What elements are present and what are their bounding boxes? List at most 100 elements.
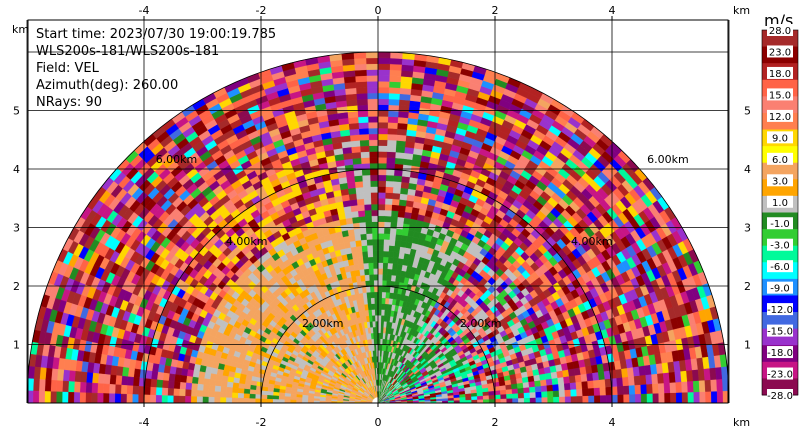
velocity-cell bbox=[722, 390, 728, 403]
velocity-cell bbox=[350, 140, 361, 148]
velocity-cell bbox=[361, 168, 371, 176]
velocity-cell bbox=[384, 192, 393, 199]
velocity-cell bbox=[382, 256, 389, 264]
velocity-cell bbox=[367, 110, 379, 117]
velocity-cell bbox=[711, 390, 718, 403]
velocity-cell bbox=[355, 186, 364, 194]
velocity-cell bbox=[345, 99, 358, 107]
velocity-cell bbox=[368, 127, 379, 135]
velocity-cell bbox=[383, 239, 390, 246]
velocity-cell bbox=[377, 291, 383, 298]
velocity-cell bbox=[390, 216, 398, 223]
velocity-cell bbox=[358, 128, 369, 135]
velocity-cell bbox=[393, 251, 400, 259]
velocity-cell bbox=[389, 227, 397, 235]
velocity-cell bbox=[371, 227, 379, 234]
velocity-cell bbox=[370, 303, 375, 310]
velocity-cell bbox=[710, 379, 718, 392]
velocity-cell bbox=[535, 391, 542, 398]
velocity-cell bbox=[377, 244, 384, 252]
velocity-cell bbox=[377, 151, 387, 158]
velocity-cell bbox=[377, 320, 382, 328]
velocity-cell bbox=[377, 127, 388, 135]
velocity-cell bbox=[483, 398, 490, 403]
velocity-cell bbox=[355, 245, 363, 253]
velocity-cell bbox=[389, 63, 402, 71]
velocity-cell bbox=[359, 145, 370, 153]
velocity-cell bbox=[545, 378, 553, 386]
velocity-cell bbox=[477, 395, 484, 400]
velocity-cell bbox=[354, 239, 362, 247]
velocity-cell bbox=[355, 87, 368, 94]
velocity-cell bbox=[349, 128, 360, 136]
velocity-cell bbox=[377, 63, 391, 70]
velocity-cell bbox=[377, 180, 386, 187]
velocity-cell bbox=[367, 104, 379, 111]
velocity-cell bbox=[396, 216, 405, 224]
velocity-cell bbox=[366, 239, 373, 246]
velocity-cell bbox=[355, 192, 364, 200]
velocity-cell bbox=[348, 193, 357, 201]
velocity-cell bbox=[397, 257, 404, 265]
velocity-cell bbox=[356, 204, 365, 212]
velocity-cell bbox=[377, 145, 388, 152]
velocity-cell bbox=[370, 186, 379, 193]
velocity-cell bbox=[349, 134, 360, 142]
velocity-cell bbox=[354, 75, 367, 83]
velocity-cell bbox=[377, 139, 388, 146]
velocity-cell bbox=[370, 192, 379, 199]
velocity-cell bbox=[634, 384, 642, 395]
velocity-cell bbox=[598, 378, 606, 388]
velocity-cell bbox=[551, 377, 559, 385]
velocity-cell bbox=[400, 234, 408, 242]
velocity-cell bbox=[374, 303, 379, 310]
velocity-cell bbox=[388, 98, 400, 106]
velocity-cell bbox=[377, 256, 384, 263]
velocity-cell bbox=[386, 268, 393, 276]
velocity-cell bbox=[377, 262, 384, 269]
velocity-cell bbox=[512, 397, 519, 403]
velocity-cell bbox=[359, 133, 370, 141]
velocity-cell bbox=[388, 81, 401, 89]
velocity-cell bbox=[593, 387, 601, 396]
velocity-cell bbox=[377, 274, 383, 281]
velocity-cell bbox=[664, 392, 671, 403]
velocity-cell bbox=[401, 228, 409, 237]
velocity-cell bbox=[385, 180, 394, 188]
velocity-cell bbox=[365, 63, 379, 70]
velocity-cell bbox=[366, 244, 373, 252]
velocity-cell bbox=[370, 198, 379, 205]
velocity-cell bbox=[396, 134, 407, 142]
velocity-cell bbox=[387, 262, 393, 270]
velocity-cell bbox=[365, 233, 373, 240]
velocity-cell bbox=[592, 371, 600, 381]
velocity-cell bbox=[547, 396, 554, 403]
velocity-cell bbox=[399, 193, 408, 201]
velocity-cell bbox=[372, 244, 379, 252]
velocity-cell bbox=[372, 262, 379, 269]
velocity-cell bbox=[395, 146, 406, 154]
velocity-cell bbox=[363, 268, 370, 276]
velocity-cell bbox=[385, 168, 395, 176]
velocity-cell bbox=[377, 233, 385, 240]
velocity-cell bbox=[389, 75, 402, 83]
velocity-cell bbox=[675, 392, 683, 403]
velocity-cell bbox=[669, 381, 677, 393]
velocity-cell bbox=[611, 394, 619, 403]
velocity-cell bbox=[539, 379, 547, 387]
velocity-cell bbox=[658, 392, 665, 403]
velocity-cell bbox=[512, 392, 519, 399]
velocity-cell bbox=[383, 309, 389, 316]
velocity-cell bbox=[400, 181, 410, 189]
velocity-cell bbox=[381, 303, 386, 310]
velocity-cell bbox=[377, 250, 384, 258]
velocity-cell bbox=[374, 315, 379, 322]
velocity-cell bbox=[535, 397, 543, 403]
velocity-cell bbox=[367, 116, 379, 123]
velocity-cell bbox=[387, 110, 399, 118]
velocity-cell bbox=[646, 393, 654, 403]
velocity-cell bbox=[373, 274, 379, 281]
velocity-cell bbox=[398, 252, 405, 260]
velocity-cell bbox=[557, 376, 565, 385]
velocity-cell bbox=[390, 274, 397, 282]
